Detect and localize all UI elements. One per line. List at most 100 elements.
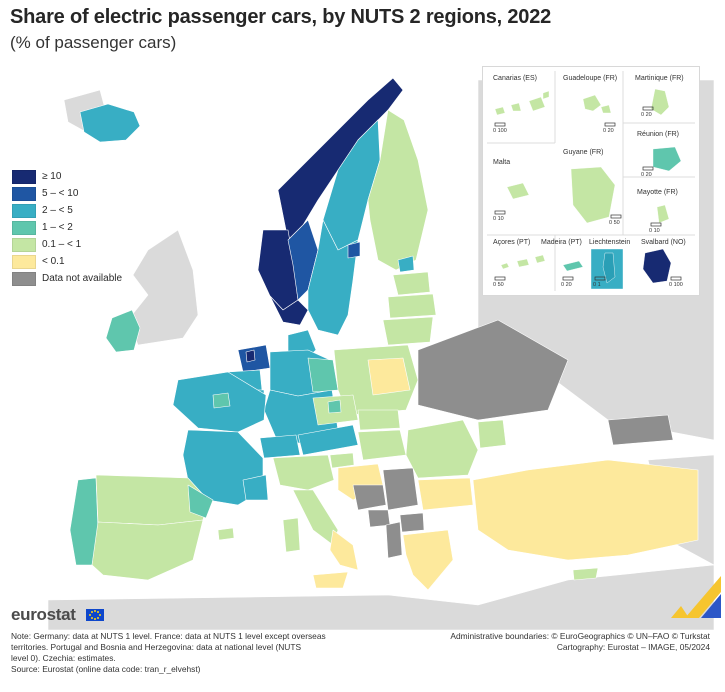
region-estonia [392, 271, 431, 296]
legend-item: 0.1 – < 1 [12, 236, 122, 253]
region-moldova [477, 419, 507, 449]
legend-label: < 0.1 [42, 256, 65, 267]
note-line: Note: Germany: data at NUTS 1 level. Fra… [11, 631, 326, 641]
inset-scale-malta: 0 10 [493, 216, 504, 222]
source-line: Source: Eurostat (online data code: tran… [11, 664, 201, 674]
region-italy-north [272, 454, 335, 491]
inset-label-madeira: Madeira (PT) [541, 239, 582, 246]
region-poland-east [367, 357, 411, 396]
region-finland [367, 109, 429, 271]
legend-item: 5 – < 10 [12, 185, 122, 202]
credit-line: Administrative boundaries: © EuroGeograp… [450, 631, 710, 641]
note-line: level 0). Czechia: estimates. [11, 653, 116, 663]
legend-swatch [12, 203, 36, 218]
inset-label-guadeloupe: Guadeloupe (FR) [563, 75, 618, 82]
region-finland-helsinki [397, 255, 415, 273]
inset-scale-mayotte: 0 10 [649, 228, 660, 234]
legend-item: 2 – < 5 [12, 202, 122, 219]
europe-choropleth-map [47, 77, 714, 630]
inset-canarias-islands [494, 90, 550, 116]
legend-label: 0.1 – < 1 [42, 239, 82, 250]
region-slovakia [357, 409, 401, 431]
region-slovenia [329, 452, 355, 469]
non-eu-land-north-africa [47, 564, 714, 630]
inset-label-acores: Açores (PT) [493, 239, 531, 246]
inset-scale-martinique: 0 20 [641, 112, 652, 118]
region-france-southeast [242, 474, 269, 501]
inset-label-malta: Malta [493, 159, 511, 166]
region-sardinia [282, 517, 301, 553]
region-latvia [387, 293, 437, 319]
legend-swatch [12, 186, 36, 201]
region-greece [402, 529, 454, 591]
region-balearics [217, 527, 235, 541]
eurostat-corner-graphic [671, 576, 721, 618]
region-sweden-stockholm [347, 241, 361, 259]
inset-scale-guadeloupe: 0 20 [603, 128, 614, 134]
region-albania [385, 521, 403, 559]
legend-swatch [12, 237, 36, 252]
legend-swatch [12, 254, 36, 269]
region-germany-east [307, 357, 339, 393]
inset-label-martinique: Martinique (FR) [635, 75, 684, 82]
inset-liechtenstein-region [602, 252, 616, 284]
region-spain-catalonia [187, 484, 214, 519]
region-north-macedonia [399, 512, 425, 533]
legend-label: 1 – < 2 [42, 222, 73, 233]
region-bosnia [352, 484, 387, 511]
legend-item: 1 – < 2 [12, 219, 122, 236]
inset-label-guyane: Guyane (FR) [563, 149, 604, 156]
inset-scale-liechtenstein: 0 1 [593, 282, 601, 288]
inset-grid [487, 71, 695, 291]
inset-guyane-territory [570, 166, 616, 224]
inset-mayotte-island [656, 204, 670, 224]
inset-acores-islands [500, 254, 546, 270]
region-cyprus [572, 567, 599, 581]
inset-malta-island [506, 182, 530, 200]
inset-label-svalbard: Svalbard (NO) [641, 239, 686, 246]
region-switzerland [259, 434, 301, 459]
region-georgia [607, 414, 674, 446]
footnotes: Note: Germany: data at NUTS 1 level. Fra… [11, 631, 371, 675]
region-netherlands-utrecht [245, 349, 256, 363]
region-ukraine-belarus [417, 319, 569, 421]
region-italy-south [329, 529, 359, 571]
legend-swatch [12, 220, 36, 235]
inset-label-liechtenstein: Liechtenstein [589, 239, 631, 246]
inset-scale-svalbard: 0 100 [669, 282, 683, 288]
region-sweden-south [307, 219, 359, 336]
region-czechia-prague [327, 399, 342, 414]
eurostat-logo: eurostat [11, 605, 76, 624]
inset-scale-madeira: 0 20 [561, 282, 572, 288]
inset-label-canarias: Canarias (ES) [493, 75, 537, 82]
eu-flag-icon [86, 609, 104, 621]
region-bulgaria [417, 477, 474, 511]
region-lithuania [382, 316, 434, 346]
non-eu-land-uk [127, 229, 199, 346]
inset-label-reunion: Réunion (FR) [637, 131, 680, 138]
legend-swatch [12, 169, 36, 184]
legend-label: Data not available [42, 273, 123, 284]
region-romania [405, 419, 479, 479]
map-credits: Administrative boundaries: © EuroGeograp… [450, 631, 710, 653]
note-line: territories. Portugal and Bosnia and Her… [11, 642, 302, 652]
region-hungary [357, 429, 407, 461]
inset-guadeloupe-island [582, 94, 612, 114]
inset-label-mayotte: Mayotte (FR) [637, 189, 678, 196]
inset-scale-acores: 0 50 [493, 282, 504, 288]
region-france-south [182, 429, 264, 506]
region-turkey [472, 459, 699, 561]
legend-label: ≥ 10 [42, 171, 62, 182]
inset-svalbard-islands [642, 248, 672, 284]
map-subtitle: (% of passenger cars) [10, 33, 177, 52]
legend-swatch [12, 271, 36, 286]
legend-item: < 0.1 [12, 253, 122, 270]
region-ireland [105, 309, 141, 353]
region-austria [297, 424, 359, 456]
inset-madeira-island [562, 260, 584, 272]
region-sicily [312, 571, 349, 589]
map-title: Share of electric passenger cars, by NUT… [10, 6, 552, 28]
inset-scale-reunion: 0 20 [641, 172, 652, 178]
overseas-insets-panel: Canarias (ES) Guadeloupe (FR) Martinique… [482, 66, 700, 296]
inset-scale-canarias: 0 100 [493, 128, 507, 134]
